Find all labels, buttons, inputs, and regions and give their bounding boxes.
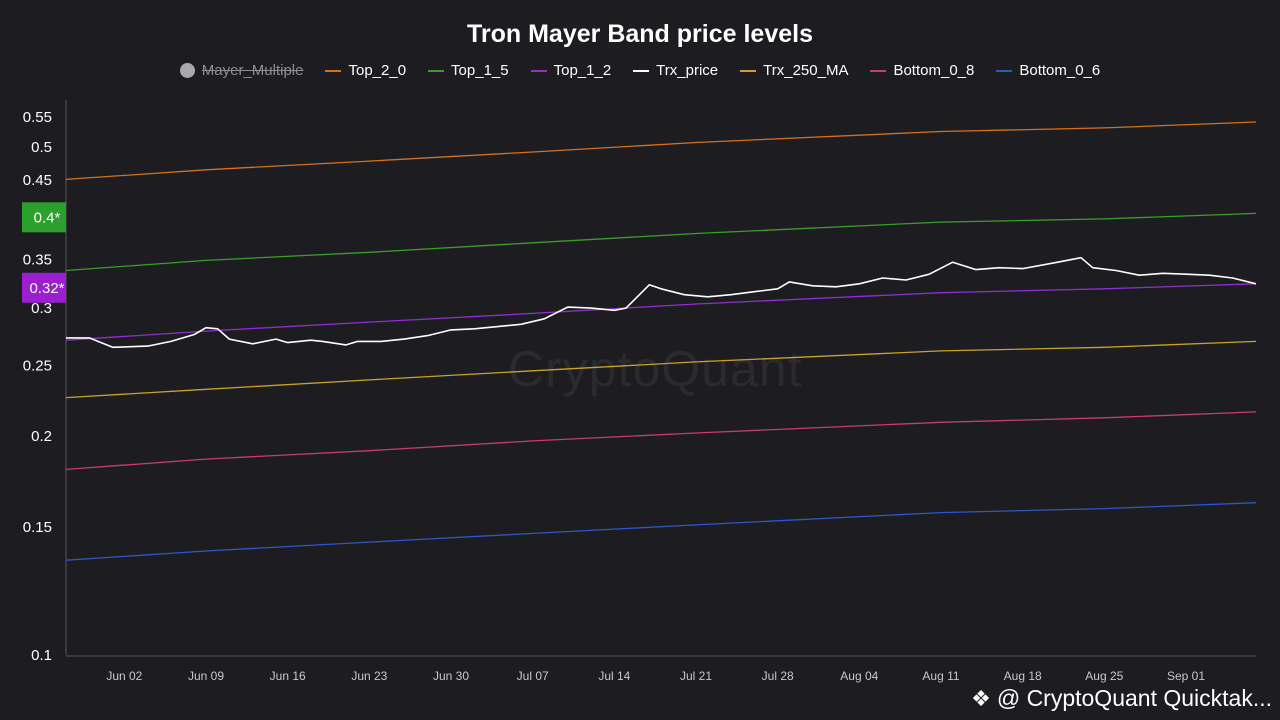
x-tick-label: Aug 25 [1085, 669, 1123, 683]
legend-item-mayer-multiple[interactable]: Mayer_Multiple [179, 62, 304, 79]
series-line-top-1-2 [65, 283, 1257, 341]
legend-item-bottom-0-6[interactable]: Bottom_0_6 [996, 62, 1100, 79]
x-tick-label: Jul 28 [762, 669, 794, 683]
legend-swatch [633, 69, 650, 72]
chart-title: Tron Mayer Band price levels [467, 20, 813, 48]
series-line-bottom-0-8 [65, 411, 1257, 471]
x-tick-label: Jun 02 [106, 669, 142, 683]
binance-logo-icon: ❖ [971, 685, 991, 711]
x-tick-label: Jun 09 [188, 669, 224, 683]
credit-text: @ CryptoQuant Quicktak... [996, 685, 1272, 711]
x-tick-label: Jun 16 [270, 669, 306, 683]
x-tick-label: Jul 21 [680, 669, 712, 683]
y-tick-label: 0.45 [23, 172, 52, 189]
y-tick-label: 0.35 [23, 251, 52, 268]
x-tick-label: Sep 01 [1167, 669, 1205, 683]
legend-label: Top_1_2 [553, 62, 612, 79]
legend-label: Trx_250_MA [763, 62, 849, 79]
legend-item-top-2-0[interactable]: Top_2_0 [325, 62, 406, 79]
legend-swatch [530, 69, 547, 72]
current-value-label: 0.32* [29, 280, 64, 297]
legend-label: Trx_price [656, 62, 719, 79]
x-tick-label: Jun 30 [433, 669, 469, 683]
x-tick-label: Aug 18 [1004, 669, 1042, 683]
series-line-bottom-0-6 [65, 502, 1257, 561]
chart-legend: Mayer_Multiple Top_2_0 Top_1_5 Top_1_2 T… [0, 62, 1280, 79]
legend-label: Bottom_0_8 [893, 62, 975, 79]
series-line-trx-price [66, 256, 1257, 349]
legend-label: Bottom_0_6 [1019, 62, 1101, 79]
legend-label: Top_2_0 [348, 62, 407, 79]
legend-label: Top_1_5 [451, 62, 509, 79]
series-line-top-2-0 [65, 121, 1257, 181]
current-value-label: 0.4* [34, 209, 61, 226]
legend-swatch [996, 69, 1013, 72]
legend-label: Mayer_Multiple [201, 62, 304, 79]
y-tick-label: 0.5 [31, 139, 52, 156]
legend-dot-icon [179, 63, 195, 78]
y-tick-label: 0.2 [31, 428, 52, 445]
legend-swatch [740, 69, 757, 72]
legend-item-bottom-0-8[interactable]: Bottom_0_8 [870, 62, 974, 79]
credit-badge: ❖ @ CryptoQuant Quicktak... [971, 685, 1272, 712]
x-tick-label: Jul 14 [598, 669, 630, 683]
current-value-badge [22, 272, 66, 303]
legend-swatch [870, 69, 887, 72]
legend-item-top-1-5[interactable]: Top_1_5 [428, 62, 509, 79]
y-tick-label: 0.55 [23, 109, 52, 126]
series-line-top-1-5 [65, 212, 1257, 272]
y-tick-label: 0.1 [31, 647, 52, 664]
series-line-trx-250-ma [65, 340, 1257, 399]
legend-item-trx-price[interactable]: Trx_price [633, 62, 718, 79]
x-tick-label: Jul 07 [517, 669, 549, 683]
y-tick-label: 0.25 [23, 358, 52, 375]
legend-swatch [428, 69, 445, 72]
legend-swatch [325, 69, 342, 72]
x-tick-label: Jun 23 [351, 669, 387, 683]
y-tick-label: 0.3 [31, 300, 52, 317]
x-tick-label: Aug 11 [922, 669, 959, 683]
x-tick-label: Aug 04 [840, 669, 878, 683]
y-tick-label: 0.15 [23, 519, 52, 536]
current-value-badge [22, 202, 66, 233]
legend-item-trx-250-ma[interactable]: Trx_250_MA [740, 62, 848, 79]
legend-item-top-1-2[interactable]: Top_1_2 [530, 62, 612, 79]
